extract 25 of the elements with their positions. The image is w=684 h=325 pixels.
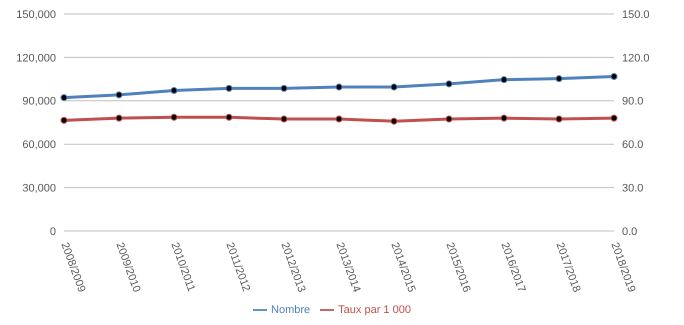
y-tick-label: 150,000: [16, 8, 56, 21]
y2-tick-label: 60.0: [622, 139, 644, 152]
y-tick-label: 30,000: [22, 182, 56, 195]
y2-tick-label: 120.0: [622, 52, 650, 64]
y2-tick-label: 90.0: [622, 96, 644, 108]
y2-tick-label: 0.0: [622, 226, 638, 238]
point: [390, 84, 398, 91]
y2-tick-label: 150.0: [622, 8, 650, 21]
point: [170, 87, 178, 94]
y-tick-label: 90,000: [22, 96, 56, 108]
point: [116, 91, 122, 98]
point: [60, 94, 68, 102]
y2-tick-label: 30.0: [622, 182, 644, 195]
y-tick-label: 120,000: [16, 52, 56, 64]
y-tick-label: 0: [50, 226, 56, 238]
legend-label: Taux par 1 000: [338, 304, 411, 316]
legend-label: Nombre: [271, 304, 310, 316]
point: [610, 72, 618, 80]
point: [336, 84, 342, 91]
point: [556, 75, 562, 82]
point: [500, 76, 508, 84]
point: [280, 84, 288, 92]
point: [446, 80, 452, 88]
y-tick-label: 60,000: [22, 139, 56, 152]
point: [226, 84, 232, 92]
